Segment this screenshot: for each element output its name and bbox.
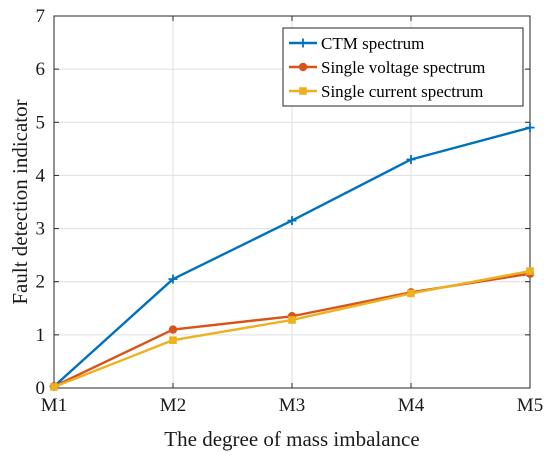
legend-marker — [299, 87, 307, 95]
x-axis-label: The degree of mass imbalance — [164, 427, 419, 451]
legend-marker — [298, 38, 308, 48]
data-point — [525, 123, 535, 133]
series-lines — [49, 123, 535, 391]
y-tick-label: 0 — [36, 378, 46, 399]
data-point — [406, 154, 416, 164]
x-tick-label: M1 — [41, 395, 67, 416]
series-ctm-spectrum — [49, 123, 535, 391]
legend-box — [282, 27, 524, 107]
data-point — [407, 289, 415, 298]
data-point — [287, 216, 297, 226]
legend-label: CTM spectrum — [321, 34, 424, 53]
data-point — [288, 316, 296, 324]
data-point — [169, 336, 177, 344]
legend-entry: CTM spectrum — [289, 34, 424, 53]
x-axis-ticks: M1 M2 M3 M4 M5 — [41, 16, 543, 416]
x-tick-label: M5 — [517, 395, 543, 416]
y-tick-label: 6 — [36, 59, 46, 80]
legend-entry: Single current spectrum — [289, 82, 483, 101]
y-axis-ticks: 0 1 2 3 4 5 6 7 — [36, 6, 530, 399]
y-tick-label: 2 — [36, 272, 46, 293]
y-tick-label: 7 — [36, 6, 46, 27]
x-tick-label: M4 — [398, 395, 425, 416]
legend-marker — [298, 62, 308, 72]
x-tick-label: M2 — [160, 395, 186, 416]
data-point — [50, 383, 58, 391]
y-axis-label: Fault detection indicator — [8, 99, 32, 304]
y-tick-label: 1 — [36, 325, 46, 346]
legend: CTM spectrum Single voltage spectrum Singl… — [282, 27, 524, 107]
data-point — [168, 325, 178, 334]
data-point — [526, 267, 534, 275]
legend-label: Single voltage spectrum — [321, 58, 485, 77]
y-tick-label: 4 — [36, 165, 46, 186]
data-point — [168, 274, 178, 284]
series-single-current-spectrum — [50, 267, 534, 391]
y-tick-label: 3 — [36, 219, 46, 240]
legend-label: Single current spectrum — [321, 82, 483, 101]
y-tick-label: 5 — [36, 112, 46, 133]
x-tick-label: M3 — [279, 395, 305, 416]
legend-entry: Single voltage spectrum — [289, 58, 485, 77]
